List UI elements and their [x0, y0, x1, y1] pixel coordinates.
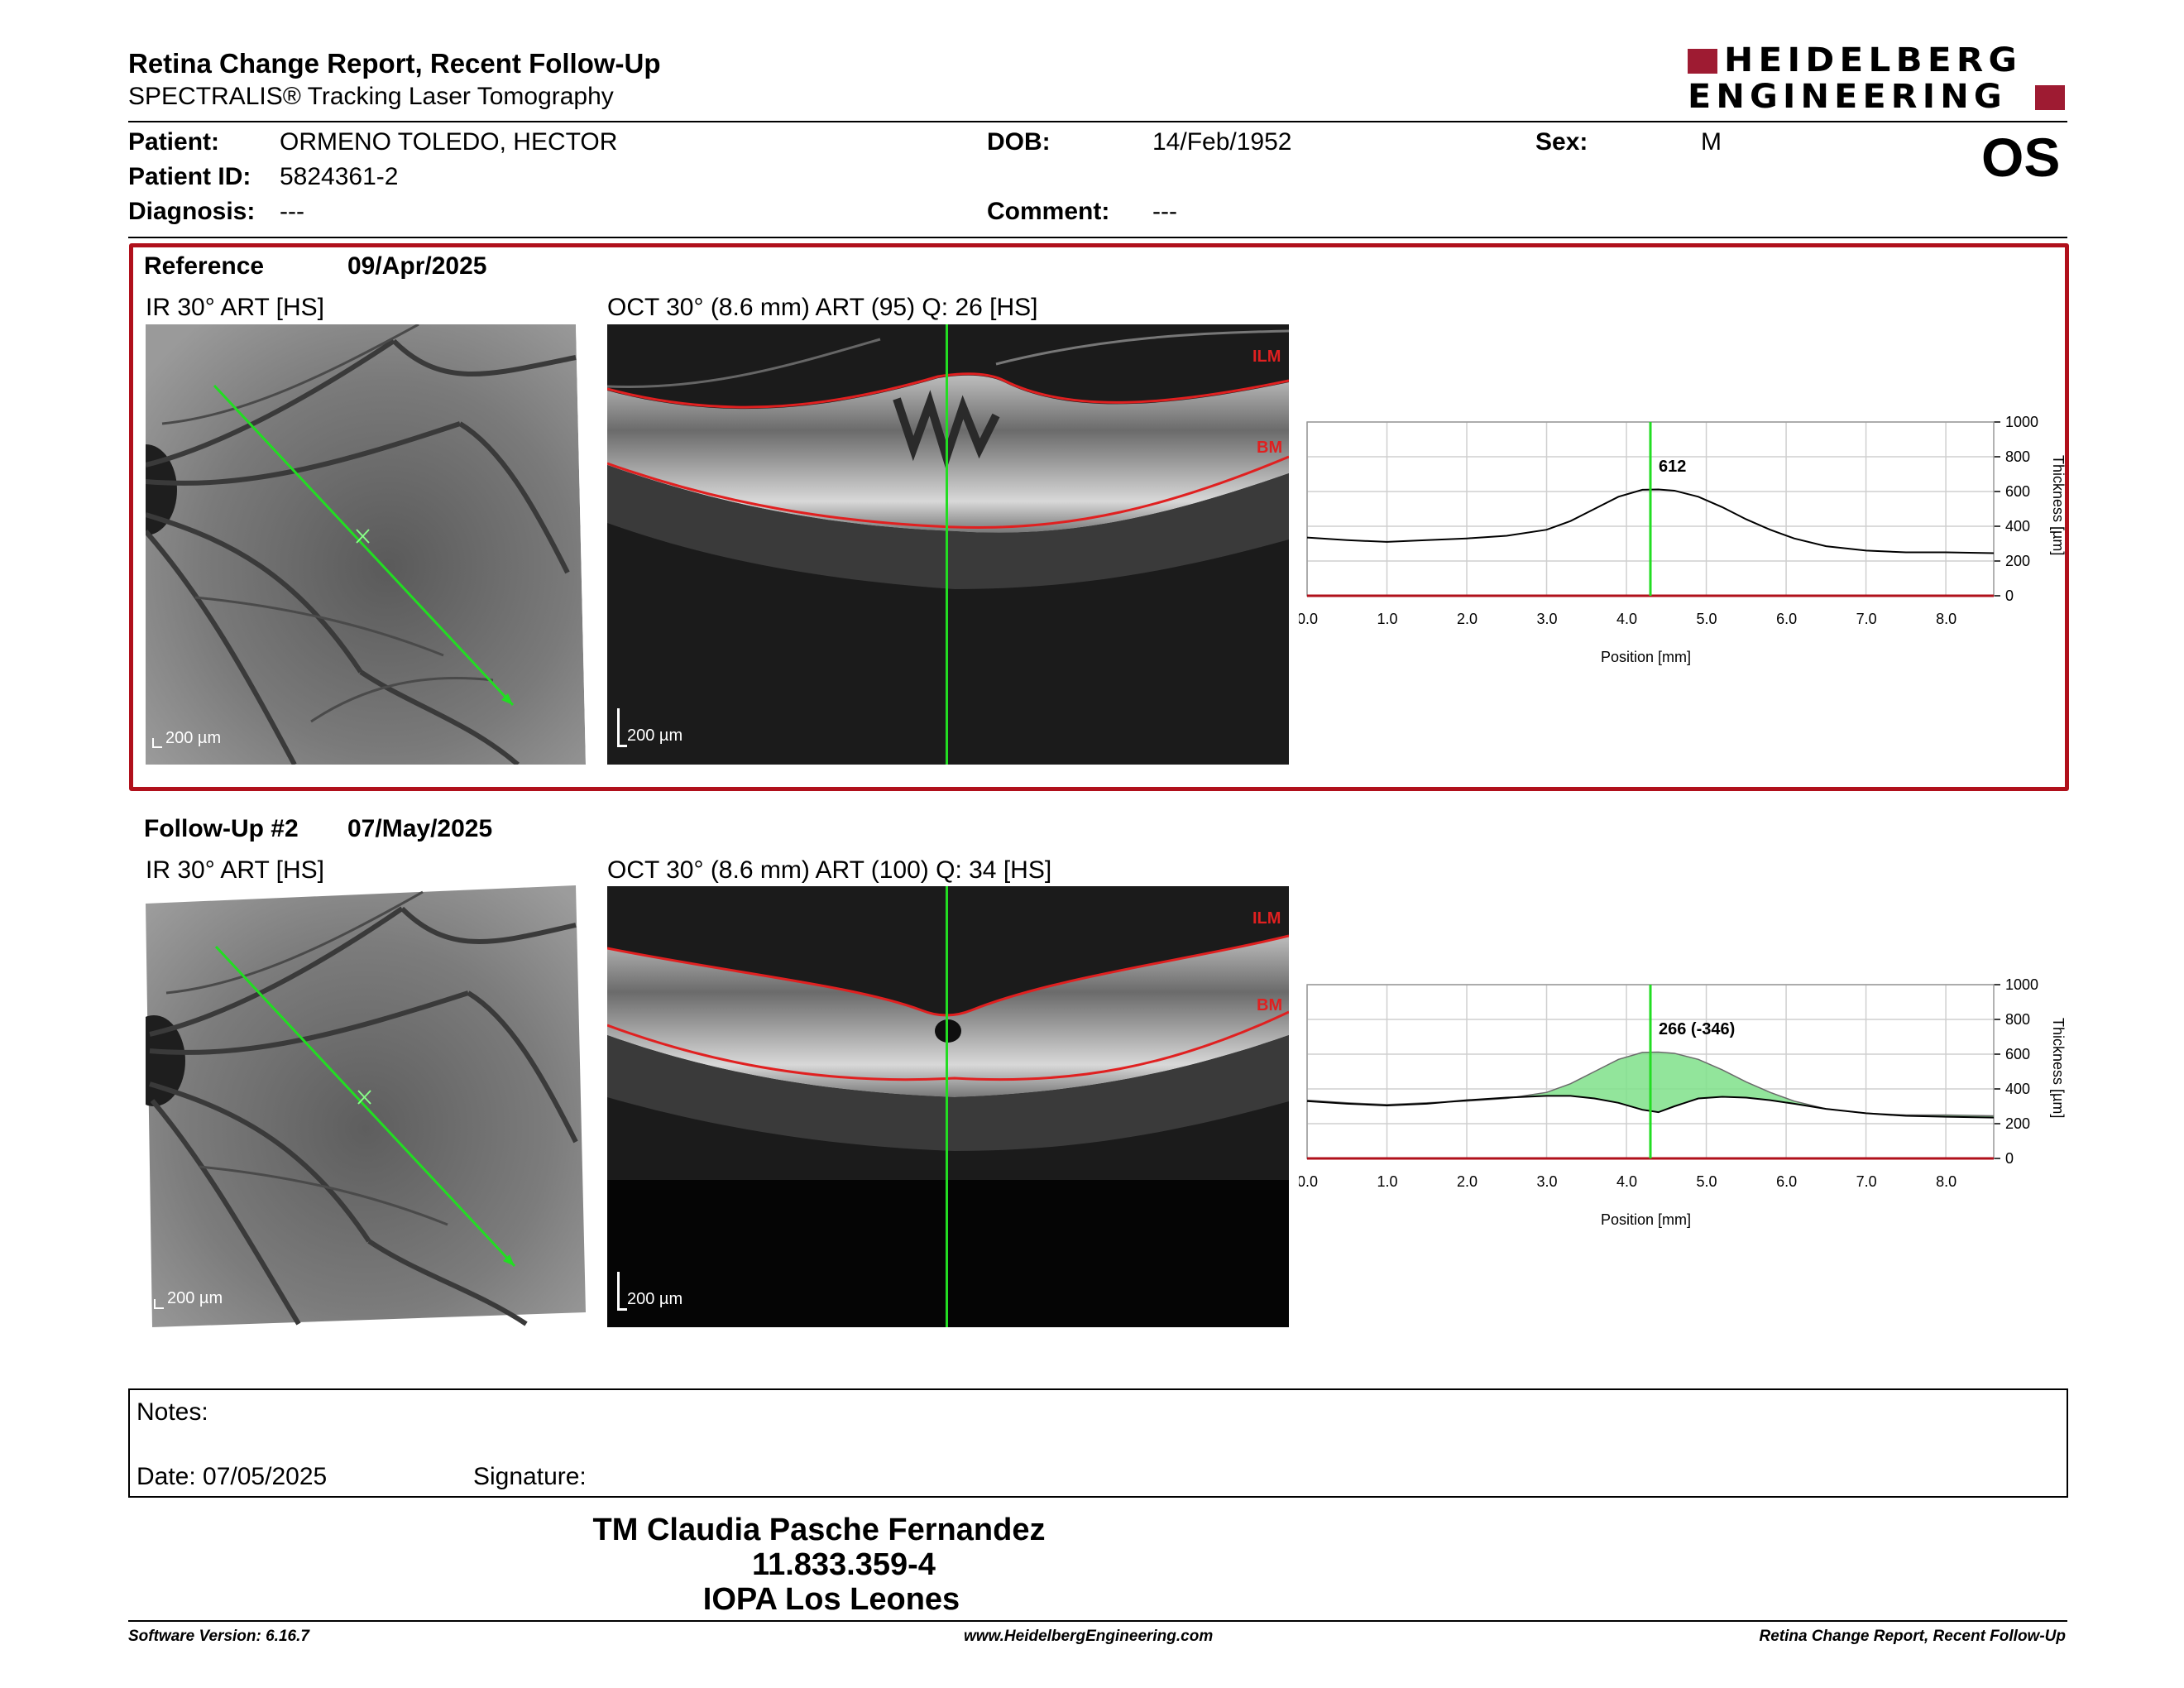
followup-oct-scalebar: 200 µm	[627, 1290, 683, 1308]
x-tick-label: 5.0	[1697, 611, 1717, 627]
y-tick-label: 800	[2005, 1011, 2030, 1028]
x-tick-label: 7.0	[1856, 1173, 1877, 1190]
diagnosis-value: ---	[280, 198, 304, 225]
followup-ir-title: IR 30° ART [HS]	[146, 856, 324, 884]
x-tick-label: 7.0	[1856, 611, 1877, 627]
reference-thickness-chart: 0.0 1.0 2.0 3.0 4.0 5.0 6.0 7.0 8.0 0 200 400 600 800…	[1299, 414, 2067, 665]
footer-software-version: Software Version: 6.16.7	[128, 1628, 309, 1645]
y-tick-label: 400	[2005, 518, 2030, 535]
reference-ir-fundus-image: 200 µm	[146, 324, 586, 765]
footer-website-link[interactable]: www.HeidelbergEngineering.com	[964, 1628, 1214, 1645]
y-tick-label: 1000	[2005, 414, 2038, 430]
y-tick-label: 1000	[2005, 976, 2038, 993]
x-tick-label: 1.0	[1377, 1173, 1398, 1190]
patient-id: 5824361-2	[280, 163, 399, 190]
comment-value: ---	[1152, 198, 1177, 225]
eye-label: OS	[1981, 127, 2061, 188]
reference-ir-title: IR 30° ART [HS]	[146, 294, 324, 321]
x-tick-label: 6.0	[1776, 1173, 1797, 1190]
reference-ilm-label: ILM	[1252, 348, 1281, 366]
reference-bm-label: BM	[1257, 439, 1283, 457]
y-tick-label: 200	[2005, 1115, 2030, 1132]
x-tick-label: 6.0	[1776, 611, 1797, 627]
report-title: Retina Change Report, Recent Follow-Up	[128, 48, 661, 79]
x-tick-label: 3.0	[1537, 1173, 1558, 1190]
reference-oct-title: OCT 30° (8.6 mm) ART (95) Q: 26 [HS]	[607, 294, 1038, 321]
reference-label: Reference	[144, 252, 265, 280]
x-tick-label: 3.0	[1537, 611, 1558, 627]
reference-oct-bscan[interactable]: ILM BM 200 µm	[607, 324, 1289, 765]
x-tick-label: 8.0	[1936, 1173, 1956, 1190]
reference-box	[129, 243, 2069, 791]
header-rule	[128, 121, 2067, 122]
footer-report-name: Retina Change Report, Recent Follow-Up	[1759, 1628, 2066, 1645]
x-tick-label: 0.0	[1299, 1173, 1318, 1190]
followup-ir-scan-line[interactable]	[146, 885, 586, 1327]
y-axis-label: Thickness [µm]	[2050, 1018, 2067, 1118]
sex-label: Sex:	[1535, 128, 1588, 156]
dob-label: DOB:	[987, 128, 1051, 156]
sex-value: M	[1701, 128, 1722, 156]
followup-bm-label: BM	[1257, 996, 1283, 1014]
footer-rule	[128, 1620, 2067, 1622]
patient-name: ORMENO TOLEDO, HECTOR	[280, 128, 618, 156]
patient-name-label: Patient:	[128, 128, 220, 156]
y-tick-label: 200	[2005, 553, 2030, 569]
patient-rule	[128, 237, 2067, 238]
reference-date: 09/Apr/2025	[347, 252, 487, 280]
diagnosis-label: Diagnosis:	[128, 198, 256, 225]
signer-institution: IOPA Los Leones	[702, 1582, 960, 1617]
y-tick-label: 0	[2005, 1150, 2014, 1167]
heidelberg-logo: HEIDELBERG ENGINEERING	[1688, 42, 2068, 120]
x-axis-label: Position [mm]	[1601, 1211, 1691, 1228]
patient-id-label: Patient ID:	[128, 163, 251, 190]
followup-oct-bscan[interactable]: ILM BM 200 µm	[607, 886, 1289, 1327]
y-tick-label: 600	[2005, 1046, 2030, 1062]
followup-oct-title: OCT 30° (8.6 mm) ART (100) Q: 34 [HS]	[607, 856, 1052, 884]
followup-thickness-chart: 0.0 1.0 2.0 3.0 4.0 5.0 6.0 7.0 8.0 0 200 400 600 800…	[1299, 976, 2067, 1228]
followup-date: 07/May/2025	[347, 815, 493, 842]
y-tick-label: 0	[2005, 587, 2014, 604]
y-axis-label: Thickness [µm]	[2050, 455, 2067, 555]
report-subtitle: SPECTRALIS® Tracking Laser Tomography	[128, 83, 614, 110]
y-tick-label: 800	[2005, 448, 2030, 465]
reference-ir-scalebar: 200 µm	[165, 729, 222, 747]
x-tick-label: 8.0	[1936, 611, 1956, 627]
notes-label: Notes:	[136, 1398, 208, 1426]
x-tick-label: 5.0	[1697, 1173, 1717, 1190]
x-tick-label: 2.0	[1457, 1173, 1478, 1190]
logo-red-square-top	[1688, 49, 1717, 74]
logo-red-square-bottom	[2035, 85, 2065, 110]
x-tick-label: 4.0	[1616, 1173, 1637, 1190]
followup-label: Follow-Up #2	[144, 815, 299, 842]
followup-ir-scalebar: 200 µm	[167, 1289, 223, 1307]
thickness-line	[1306, 1095, 1995, 1119]
logo-line1: HEIDELBERG	[1724, 41, 2023, 79]
marker-value-label: 612	[1659, 458, 1686, 476]
reference-oct-scalebar: 200 µm	[627, 727, 683, 745]
x-tick-label: 2.0	[1457, 611, 1478, 627]
dob-value: 14/Feb/1952	[1152, 128, 1292, 156]
x-tick-label: 4.0	[1616, 611, 1637, 627]
y-tick-label: 600	[2005, 483, 2030, 500]
signer-name: TM Claudia Pasche Fernandez	[592, 1513, 1046, 1547]
x-axis-label: Position [mm]	[1601, 649, 1691, 665]
followup-ilm-label: ILM	[1252, 909, 1281, 928]
x-tick-label: 0.0	[1299, 611, 1318, 627]
comment-label: Comment:	[987, 198, 1110, 225]
x-tick-label: 1.0	[1377, 611, 1398, 627]
logo-line2: ENGINEERING	[1688, 78, 2007, 116]
y-tick-label: 400	[2005, 1081, 2030, 1097]
thickness-line	[1306, 488, 1995, 554]
marker-value-label: 266 (-346)	[1659, 1020, 1735, 1038]
followup-oct-position-marker[interactable]	[946, 886, 948, 1327]
notes-date: Date: 07/05/2025	[136, 1463, 328, 1490]
notes-box: Notes: Date: 07/05/2025 Signature:	[128, 1388, 2068, 1498]
signer-id: 11.833.359-4	[752, 1547, 936, 1582]
signature-label[interactable]: Signature:	[473, 1463, 587, 1490]
reference-oct-position-marker[interactable]	[946, 324, 948, 765]
reference-ir-scan-line[interactable]	[146, 324, 586, 765]
